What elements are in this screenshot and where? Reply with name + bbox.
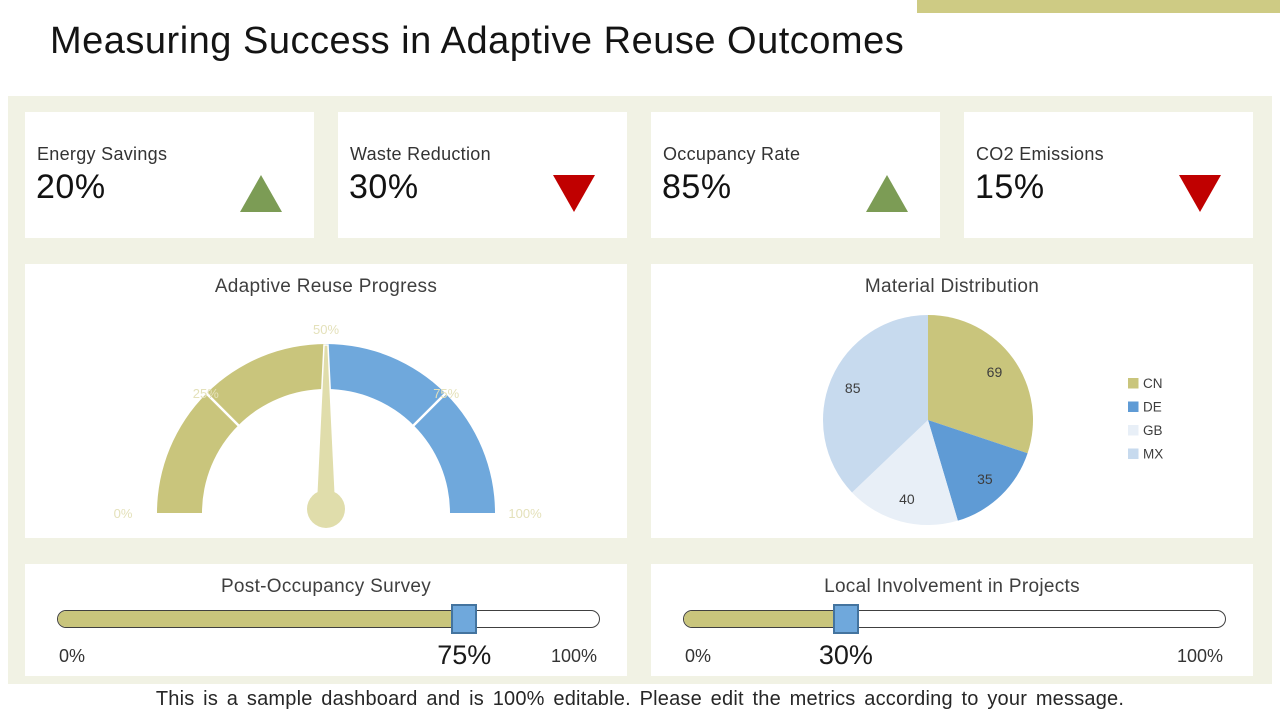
legend-label-mx: MX <box>1143 447 1163 462</box>
pie-data-label: 85 <box>845 380 861 396</box>
gauge-segment <box>157 344 326 513</box>
kpi-value: 15% <box>975 168 1045 206</box>
slider-title: Local Involvement in Projects <box>824 576 1080 597</box>
legend-swatch-de <box>1128 401 1139 412</box>
slider-card-post-occupancy: Post-Occupancy Survey 75% 0% 100% <box>25 564 627 676</box>
pie-chart: 69 35 40 85 CN DE GB MX <box>823 315 1163 525</box>
gauge-chart: 0% 25% 50% 75% 100% <box>114 322 542 528</box>
trend-up-icon <box>240 175 282 212</box>
legend-swatch-gb <box>1128 425 1139 436</box>
kpi-card-energy-savings: Energy Savings 20% <box>25 112 314 238</box>
slider-max-label: 100% <box>550 646 597 666</box>
gauge-tick-mark <box>409 389 450 430</box>
gauge-card: 0% 25% 50% 75% 100% Adaptive Reuse Progress <box>25 264 627 538</box>
slider-thumb[interactable] <box>450 604 477 634</box>
gauge-segment <box>326 344 495 513</box>
legend-swatch-mx <box>1128 448 1139 459</box>
gauge-tick-label: 50% <box>313 322 339 337</box>
slider-title: Post-Occupancy Survey <box>220 576 432 597</box>
kpi-value: 30% <box>349 168 419 206</box>
gauge-needle-hub <box>307 490 345 528</box>
top-accent-bar <box>917 0 1280 13</box>
slider-value-label: 30% <box>818 640 873 670</box>
kpi-label: Waste Reduction <box>350 144 491 164</box>
kpi-card-occupancy-rate: Occupancy Rate 85% <box>651 112 940 238</box>
gauge-tick-label: 25% <box>193 386 219 401</box>
trend-down-icon <box>553 175 595 212</box>
kpi-label: Energy Savings <box>37 144 168 164</box>
gauge-tick-label: 75% <box>433 386 459 401</box>
slider-min-label: 0% <box>685 646 712 666</box>
kpi-card-waste-reduction: Waste Reduction 30% <box>338 112 627 238</box>
gauge-title: Adaptive Reuse Progress <box>214 276 438 297</box>
slider-fill <box>684 611 847 627</box>
dashboard-panel: Energy Savings 20% Waste Reduction 30% O… <box>8 96 1272 684</box>
legend-label-cn: CN <box>1143 376 1163 391</box>
pie-slice-gb <box>851 420 958 525</box>
legend-label-de: DE <box>1143 400 1162 415</box>
gauge-tick-label: 100% <box>508 506 542 521</box>
slider-fill <box>58 611 464 627</box>
slider-min-label: 0% <box>59 646 86 666</box>
slider-card-local-involvement: Local Involvement in Projects 30% 0% 100… <box>651 564 1253 676</box>
pie-data-label: 40 <box>899 491 915 507</box>
trend-down-icon <box>1179 175 1221 212</box>
slider: 30% <box>683 604 1226 670</box>
pie-slice-de <box>928 420 1028 521</box>
footer-note: This is a sample dashboard and is 100% e… <box>155 688 1125 710</box>
pie-data-label: 69 <box>987 364 1003 380</box>
pie-title: Material Distribution <box>864 276 1040 297</box>
kpi-label: Occupancy Rate <box>663 144 801 164</box>
slider-value-label: 75% <box>437 640 492 670</box>
pie-slice-cn <box>928 315 1033 454</box>
trend-up-icon <box>866 175 908 212</box>
kpi-value: 20% <box>36 168 106 206</box>
gauge-tick-label: 0% <box>114 506 133 521</box>
kpi-card-co2-emissions: CO2 Emissions 15% <box>964 112 1253 238</box>
gauge-tick-mark <box>202 389 243 430</box>
slider-thumb[interactable] <box>833 604 860 634</box>
legend-label-gb: GB <box>1143 423 1163 438</box>
page-title: Measuring Success in Adaptive Reuse Outc… <box>50 20 905 62</box>
slider-track[interactable] <box>57 604 600 634</box>
slider-track[interactable] <box>683 604 1226 634</box>
pie-card: 69 35 40 85 CN DE GB MX Material Distribution <box>651 264 1253 538</box>
legend-swatch-cn <box>1128 378 1139 389</box>
pie-data-label: 35 <box>977 471 993 487</box>
slider-max-label: 100% <box>1176 646 1223 666</box>
slider: 75% <box>57 604 600 670</box>
kpi-value: 85% <box>662 168 732 206</box>
pie-slice-mx <box>823 315 928 493</box>
kpi-label: CO2 Emissions <box>976 144 1104 164</box>
